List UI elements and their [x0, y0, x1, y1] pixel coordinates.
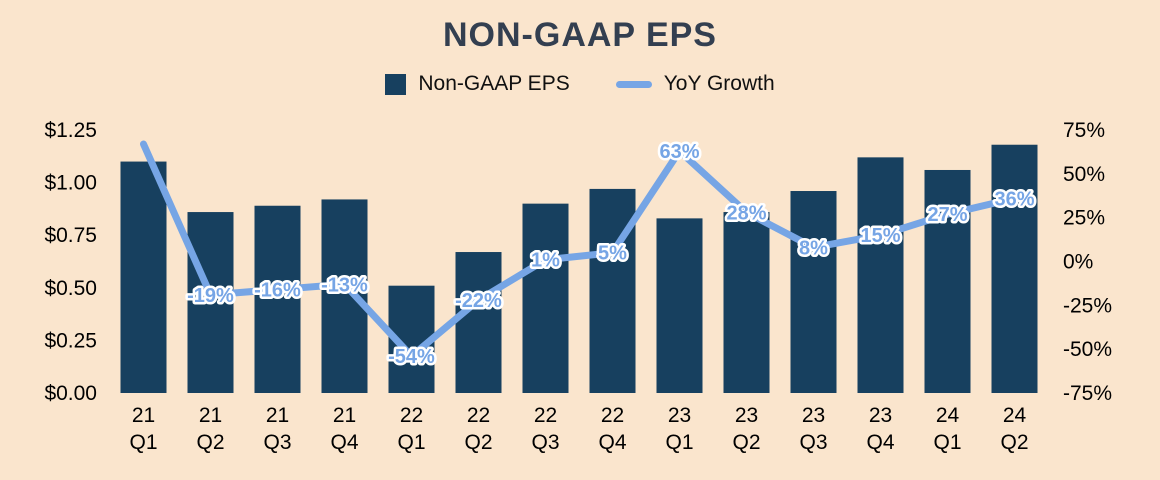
chart-title: NON-GAAP EPS: [443, 16, 717, 54]
right-axis-tick: -25%: [1063, 294, 1112, 317]
left-axis-tick: $0.75: [44, 224, 97, 247]
left-axis-tick: $0.50: [44, 277, 97, 300]
right-axis-tick: 0%: [1063, 251, 1093, 274]
bar-21-q3: [254, 205, 301, 393]
yoy-point-label: 15%: [860, 225, 900, 247]
x-axis-label: 22 Q2: [464, 404, 492, 454]
bar-22-q3: [522, 203, 569, 393]
x-axis-label: 21 Q1: [129, 404, 157, 454]
left-axis-tick: $1.25: [44, 119, 97, 142]
x-axis-label: 24 Q2: [1000, 404, 1028, 454]
yoy-point-label: -19%: [187, 285, 234, 307]
right-axis-tick: -50%: [1063, 338, 1112, 361]
line-swatch-icon: [615, 80, 652, 88]
x-axis-label: 23 Q2: [732, 404, 760, 454]
legend-label-yoy-growth: YoY Growth: [663, 72, 775, 95]
bar-23-q3: [790, 191, 837, 393]
legend-item-yoy-growth: YoY Growth: [615, 72, 775, 96]
x-axis-label: 21 Q4: [330, 404, 358, 454]
yoy-point-label: 36%: [994, 188, 1034, 210]
right-axis-tick: -75%: [1063, 382, 1112, 405]
left-axis-tick: $0.25: [44, 329, 97, 352]
bar-21-q2: [187, 212, 234, 393]
right-axis-tick: 50%: [1063, 163, 1105, 186]
bar-23-q1: [656, 218, 703, 393]
bar-swatch-icon: [385, 73, 407, 95]
bar-21-q1: [120, 161, 167, 393]
yoy-growth-line: [140, 140, 1018, 360]
yoy-point-label: -22%: [455, 290, 502, 312]
yoy-point-label: 1%: [531, 250, 560, 272]
yoy-point-label: 63%: [659, 141, 699, 163]
x-axis-label: 22 Q3: [531, 404, 559, 454]
yoy-point-label: 8%: [799, 237, 828, 259]
legend-item-non-gaap-eps: Non-GAAP EPS: [385, 72, 570, 96]
yoy-point-label: 5%: [598, 243, 627, 265]
x-axis-label: 21 Q2: [196, 404, 224, 454]
yoy-point-label: 27%: [927, 204, 967, 226]
yoy-point-label: 28%: [726, 202, 766, 224]
yoy-point-label: -54%: [388, 346, 435, 368]
yoy-point-label: -13%: [321, 274, 368, 296]
x-axis-label: 21 Q3: [263, 404, 291, 454]
bar-23-q2: [723, 212, 770, 393]
legend-label-non-gaap-eps: Non-GAAP EPS: [418, 72, 570, 95]
x-axis-label: 24 Q1: [933, 404, 961, 454]
x-axis-label: 22 Q4: [598, 404, 626, 454]
x-axis-label: 23 Q3: [799, 404, 827, 454]
x-axis-label: 23 Q4: [866, 404, 894, 454]
x-axis-label: 23 Q1: [665, 404, 693, 454]
bar-24-q2: [991, 144, 1038, 393]
bar-23-q4: [857, 157, 904, 393]
legend: Non-GAAP EPS YoY Growth: [0, 72, 1160, 96]
left-axis-tick: $1.00: [44, 172, 97, 195]
bar-22-q4: [589, 188, 636, 393]
right-axis-tick: 75%: [1063, 119, 1105, 142]
x-axis-label: 22 Q1: [397, 404, 425, 454]
right-axis-tick: 25%: [1063, 207, 1105, 230]
bar-22-q2: [455, 252, 502, 393]
yoy-point-label: -16%: [254, 280, 301, 302]
left-axis-tick: $0.00: [44, 382, 97, 405]
